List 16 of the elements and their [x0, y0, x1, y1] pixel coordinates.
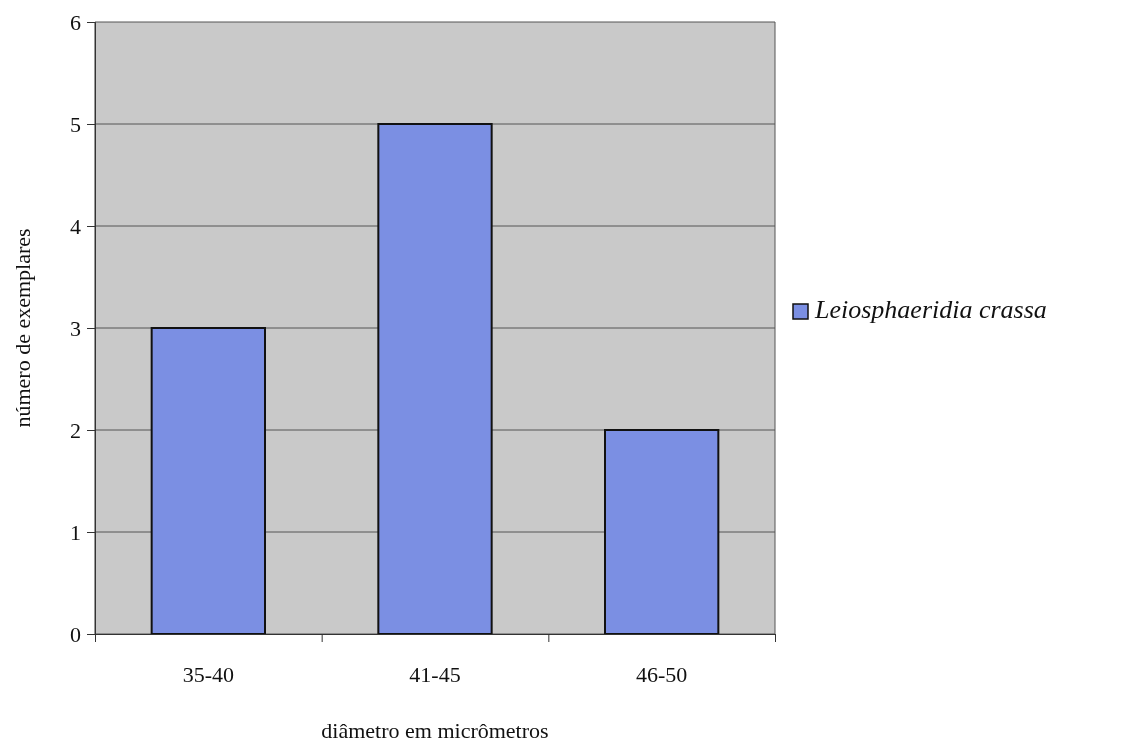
y-tick-label: 2: [70, 417, 81, 443]
x-tick-label: 41-45: [409, 662, 461, 687]
y-tick-label: 5: [70, 111, 81, 137]
bar: [150, 327, 266, 635]
y-tick-label: 1: [70, 519, 81, 545]
y-axis-title: número de exemplares: [10, 228, 35, 428]
y-tick-label: 4: [70, 213, 81, 239]
bar: [377, 123, 493, 635]
bar: [604, 429, 720, 635]
legend-label: Leiosphaeridia crassa: [814, 295, 1047, 324]
x-axis-title: diâmetro em micrômetros: [321, 718, 549, 743]
x-tick-label: 35-40: [182, 662, 234, 687]
x-tick-label: 46-50: [636, 662, 688, 687]
y-tick-label: 0: [70, 621, 81, 647]
y-tick-label: 3: [70, 315, 81, 341]
y-tick-label: 6: [70, 9, 81, 35]
